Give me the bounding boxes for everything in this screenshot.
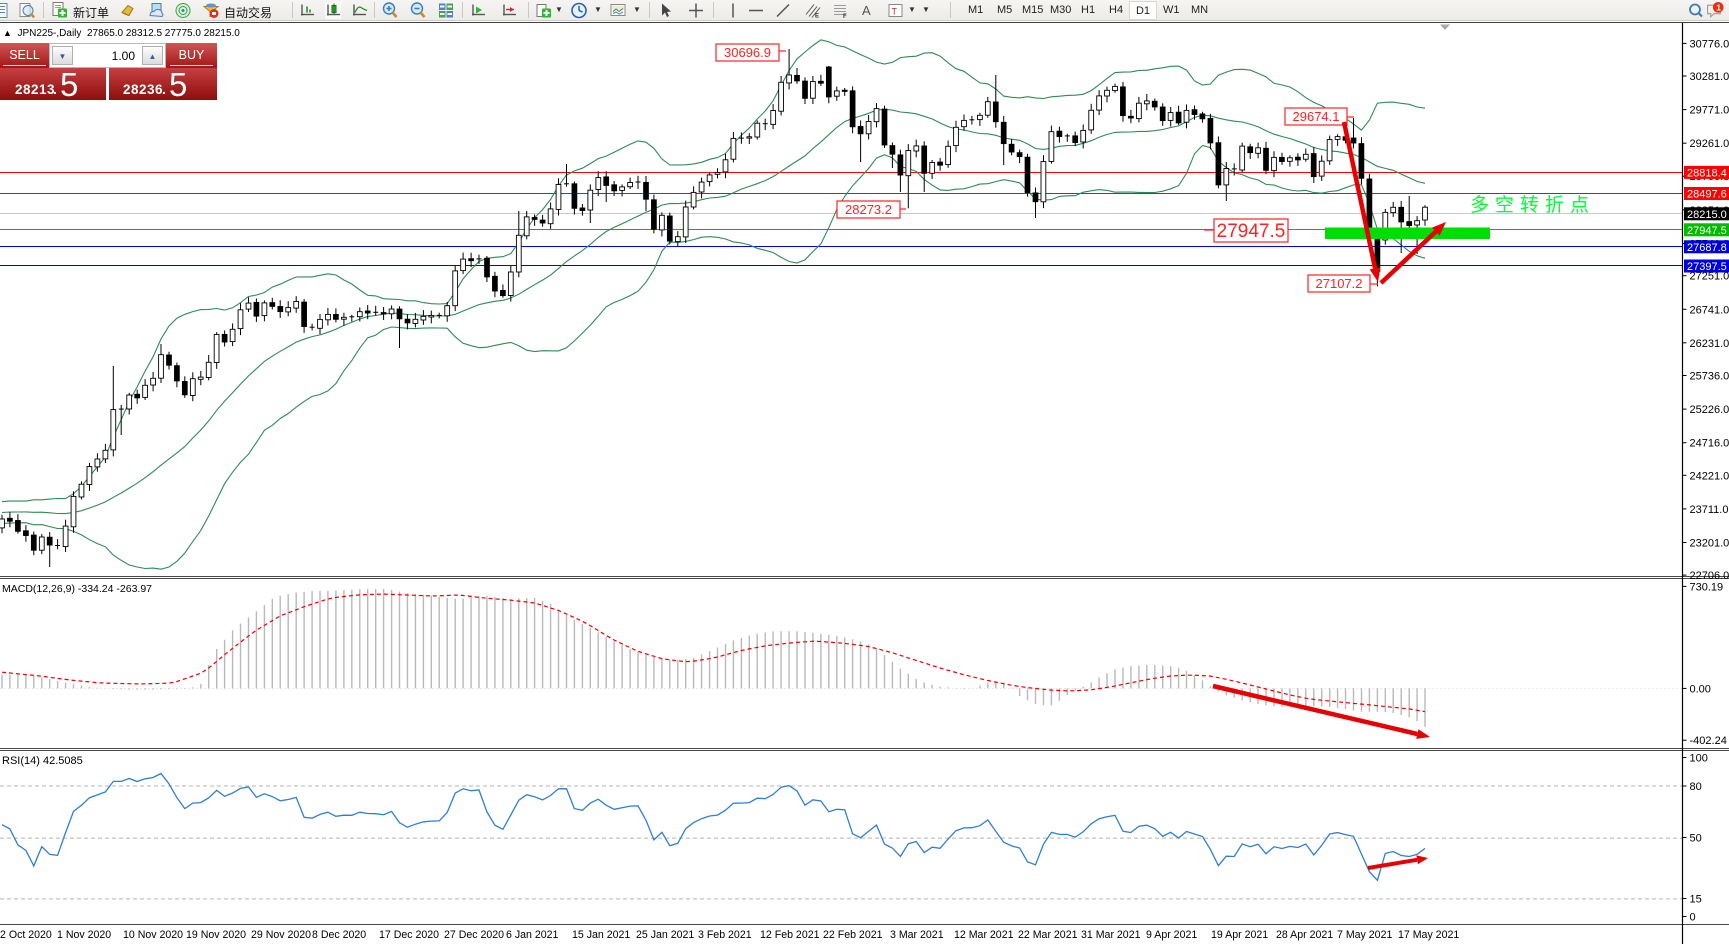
svg-text:23201.0: 23201.0: [1690, 538, 1729, 550]
svg-text:22 Mar 2021: 22 Mar 2021: [1018, 929, 1078, 941]
svg-text:25736.0: 25736.0: [1690, 371, 1729, 383]
svg-text:28215.0: 28215.0: [1687, 209, 1727, 221]
svg-text:27 Dec 2020: 27 Dec 2020: [444, 929, 504, 941]
svg-text:15: 15: [1690, 894, 1702, 906]
svg-text:19 Apr 2021: 19 Apr 2021: [1211, 929, 1268, 941]
svg-text:28 Apr 2021: 28 Apr 2021: [1276, 929, 1333, 941]
svg-text:10 Nov 2020: 10 Nov 2020: [123, 929, 183, 941]
svg-text:E: E: [815, 14, 819, 20]
svg-text:28273.2: 28273.2: [845, 202, 892, 217]
svg-text:F: F: [843, 14, 847, 19]
svg-text:15 Jan 2021: 15 Jan 2021: [572, 929, 630, 941]
svg-text:27947.5: 27947.5: [1217, 221, 1286, 242]
svg-text:2 Oct 2020: 2 Oct 2020: [0, 929, 52, 941]
svg-text:8 Dec 2020: 8 Dec 2020: [312, 929, 366, 941]
svg-text:100: 100: [1690, 753, 1708, 765]
svg-text:3 Mar 2021: 3 Mar 2021: [890, 929, 944, 941]
svg-text:23711.0: 23711.0: [1690, 504, 1729, 516]
svg-text:7 May 2021: 7 May 2021: [1337, 929, 1392, 941]
svg-text:3 Feb 2021: 3 Feb 2021: [698, 929, 752, 941]
svg-text:27251.0: 27251.0: [1690, 271, 1729, 283]
svg-text:27947.5: 27947.5: [1687, 225, 1727, 237]
svg-text:28497.6: 28497.6: [1687, 189, 1727, 201]
svg-text:25 Jan 2021: 25 Jan 2021: [636, 929, 694, 941]
svg-text:22 Feb 2021: 22 Feb 2021: [823, 929, 883, 941]
svg-text:RSI(14) 42.5085: RSI(14) 42.5085: [2, 755, 83, 767]
svg-text:27687.8: 27687.8: [1687, 242, 1727, 254]
svg-text:0: 0: [1690, 912, 1696, 924]
svg-text:12 Feb 2021: 12 Feb 2021: [760, 929, 820, 941]
svg-text:29261.0: 29261.0: [1690, 138, 1729, 150]
svg-text:30696.9: 30696.9: [724, 45, 771, 60]
svg-text:17 Dec 2020: 17 Dec 2020: [379, 929, 439, 941]
svg-text:26741.0: 26741.0: [1690, 304, 1729, 316]
svg-text:9 Apr 2021: 9 Apr 2021: [1146, 929, 1197, 941]
svg-text:25226.0: 25226.0: [1690, 404, 1729, 416]
svg-text:17 May 2021: 17 May 2021: [1398, 929, 1459, 941]
svg-text:29 Nov 2020: 29 Nov 2020: [251, 929, 311, 941]
svg-text:24716.0: 24716.0: [1690, 438, 1729, 450]
svg-text:28818.4: 28818.4: [1687, 167, 1727, 179]
svg-text:24221.0: 24221.0: [1690, 470, 1729, 482]
svg-text:30776.0: 30776.0: [1690, 38, 1729, 50]
svg-text:29771.0: 29771.0: [1690, 105, 1729, 117]
svg-text:12 Mar 2021: 12 Mar 2021: [954, 929, 1014, 941]
svg-text:80: 80: [1690, 781, 1702, 793]
svg-text:1 Nov 2020: 1 Nov 2020: [57, 929, 111, 941]
svg-text:29674.1: 29674.1: [1293, 109, 1340, 124]
svg-text:31 Mar 2021: 31 Mar 2021: [1081, 929, 1141, 941]
svg-text:30281.0: 30281.0: [1690, 71, 1729, 83]
svg-text:26231.0: 26231.0: [1690, 338, 1729, 350]
svg-text:50: 50: [1690, 833, 1702, 845]
svg-text:27107.2: 27107.2: [1316, 276, 1363, 291]
svg-text:MACD(12,26,9) -334.24 -263.97: MACD(12,26,9) -334.24 -263.97: [2, 583, 152, 595]
svg-text:6 Jan 2021: 6 Jan 2021: [506, 929, 559, 941]
svg-text:730.19: 730.19: [1690, 581, 1724, 593]
svg-text:-402.24: -402.24: [1690, 735, 1727, 747]
svg-text:19 Nov 2020: 19 Nov 2020: [186, 929, 246, 941]
svg-text:22706.0: 22706.0: [1690, 570, 1729, 582]
svg-text:多空转折点: 多空转折点: [1470, 194, 1595, 216]
svg-text:0.00: 0.00: [1690, 683, 1711, 695]
svg-text:T: T: [892, 7, 898, 17]
svg-text:1: 1: [1716, 3, 1721, 13]
svg-text:27397.5: 27397.5: [1687, 261, 1727, 273]
